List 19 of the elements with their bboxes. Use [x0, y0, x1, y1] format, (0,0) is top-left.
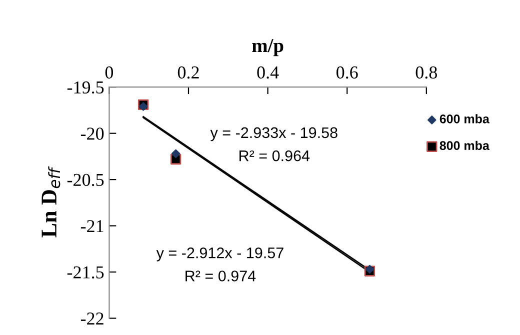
x-tick-label: 0.2: [178, 66, 199, 79]
annotation: R² = 0.964: [240, 150, 310, 162]
annotation: y = -2.933x - 19.58: [210, 127, 338, 142]
legend-label: 800 mba: [440, 140, 490, 150]
y-tick-label: -21.5: [67, 266, 104, 279]
y-tick-label: -20: [80, 128, 104, 140]
y-tick-label: -20.5: [67, 174, 104, 186]
legend-label: 600 mba: [440, 114, 490, 124]
y-tick-label: -21: [80, 220, 104, 232]
x-tick-label: 0.4: [257, 66, 279, 79]
annotation: y = -2.912x - 19.57: [156, 247, 284, 262]
annotation: R² = 0.974: [186, 270, 256, 282]
x-tick-label: 0.8: [416, 66, 437, 79]
x-tick-label: 0: [105, 66, 114, 79]
y-tick-label: -22: [80, 312, 104, 325]
y-axis-title: Ln D$_{eff}$: [42, 166, 60, 238]
x-axis-title: m/p: [252, 39, 284, 56]
x-tick-label: 0.6: [336, 66, 358, 79]
y-tick-label: -19.5: [67, 81, 104, 94]
